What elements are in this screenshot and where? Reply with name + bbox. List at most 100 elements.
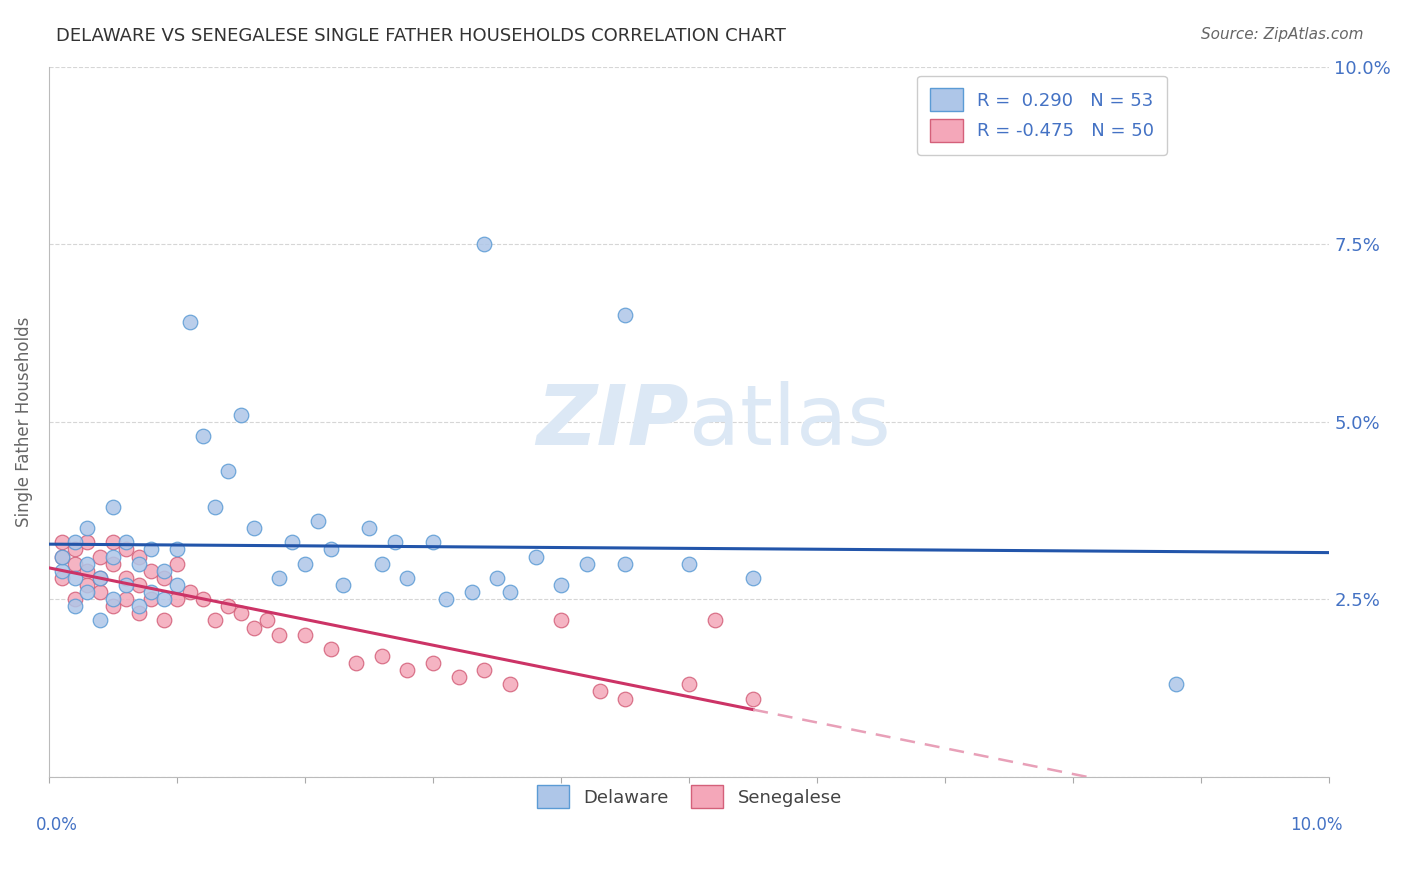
Point — [128, 599, 150, 614]
Point — [524, 549, 547, 564]
Point — [307, 514, 329, 528]
Point — [101, 549, 124, 564]
Point — [76, 578, 98, 592]
Point — [128, 607, 150, 621]
Point — [499, 585, 522, 599]
Point — [344, 656, 367, 670]
Point — [434, 592, 457, 607]
Point — [742, 691, 765, 706]
Point — [128, 578, 150, 592]
Point — [63, 571, 86, 585]
Point — [191, 429, 214, 443]
Point — [703, 614, 725, 628]
Point — [63, 535, 86, 549]
Point — [204, 500, 226, 514]
Point — [588, 684, 610, 698]
Point — [114, 578, 136, 592]
Point — [319, 542, 342, 557]
Point — [101, 535, 124, 549]
Point — [486, 571, 509, 585]
Point — [1164, 677, 1187, 691]
Point — [166, 542, 188, 557]
Point — [550, 614, 572, 628]
Point — [179, 585, 201, 599]
Point — [63, 542, 86, 557]
Text: 0.0%: 0.0% — [37, 815, 79, 834]
Point — [678, 557, 700, 571]
Point — [614, 557, 637, 571]
Point — [166, 592, 188, 607]
Point — [678, 677, 700, 691]
Point — [294, 557, 316, 571]
Point — [269, 627, 291, 641]
Point — [422, 656, 444, 670]
Point — [128, 549, 150, 564]
Point — [460, 585, 482, 599]
Point — [141, 585, 163, 599]
Point — [114, 571, 136, 585]
Point — [281, 535, 304, 549]
Point — [63, 557, 86, 571]
Point — [269, 571, 291, 585]
Point — [101, 592, 124, 607]
Text: atlas: atlas — [689, 381, 891, 462]
Point — [51, 564, 73, 578]
Text: 10.0%: 10.0% — [1289, 815, 1343, 834]
Point — [76, 535, 98, 549]
Point — [499, 677, 522, 691]
Point — [742, 571, 765, 585]
Point — [63, 599, 86, 614]
Text: ZIP: ZIP — [537, 381, 689, 462]
Text: DELAWARE VS SENEGALESE SINGLE FATHER HOUSEHOLDS CORRELATION CHART: DELAWARE VS SENEGALESE SINGLE FATHER HOU… — [56, 27, 786, 45]
Point — [575, 557, 598, 571]
Point — [229, 408, 252, 422]
Point — [472, 663, 495, 677]
Point — [243, 620, 266, 634]
Point — [89, 585, 111, 599]
Point — [89, 549, 111, 564]
Point — [89, 571, 111, 585]
Point — [141, 542, 163, 557]
Point — [166, 578, 188, 592]
Point — [217, 464, 239, 478]
Point — [294, 627, 316, 641]
Point — [114, 535, 136, 549]
Point — [101, 500, 124, 514]
Point — [76, 557, 98, 571]
Point — [472, 237, 495, 252]
Point — [614, 308, 637, 322]
Point — [51, 571, 73, 585]
Point — [217, 599, 239, 614]
Point — [141, 564, 163, 578]
Point — [319, 641, 342, 656]
Point — [447, 670, 470, 684]
Point — [359, 521, 381, 535]
Point — [243, 521, 266, 535]
Point — [422, 535, 444, 549]
Point — [256, 614, 278, 628]
Point — [101, 599, 124, 614]
Point — [114, 592, 136, 607]
Point — [614, 691, 637, 706]
Point — [141, 592, 163, 607]
Point — [153, 592, 176, 607]
Point — [63, 592, 86, 607]
Point — [128, 557, 150, 571]
Point — [51, 549, 73, 564]
Point — [89, 571, 111, 585]
Point — [191, 592, 214, 607]
Point — [114, 542, 136, 557]
Point — [371, 648, 394, 663]
Point — [166, 557, 188, 571]
Text: Source: ZipAtlas.com: Source: ZipAtlas.com — [1201, 27, 1364, 42]
Point — [153, 571, 176, 585]
Point — [51, 535, 73, 549]
Point — [101, 557, 124, 571]
Point — [76, 521, 98, 535]
Point — [51, 549, 73, 564]
Point — [153, 614, 176, 628]
Y-axis label: Single Father Households: Single Father Households — [15, 317, 32, 527]
Point — [153, 564, 176, 578]
Point — [332, 578, 354, 592]
Point — [179, 315, 201, 329]
